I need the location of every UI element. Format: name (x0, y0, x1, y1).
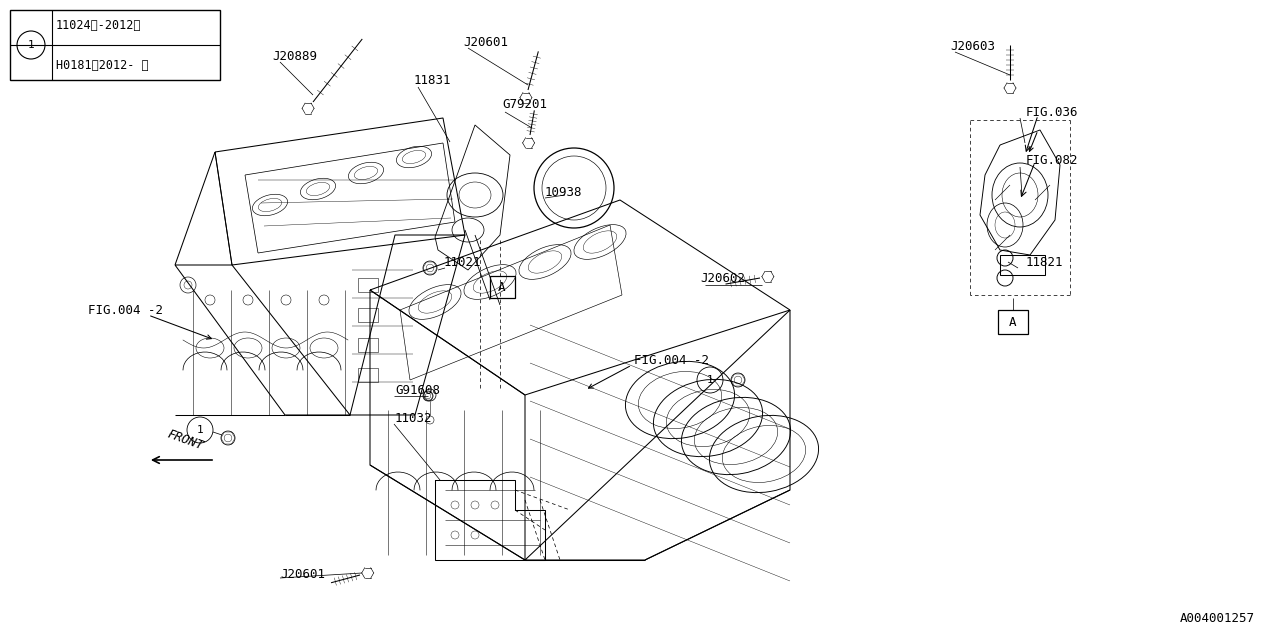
Bar (998, 310, 1028, 334)
Text: 1: 1 (28, 40, 35, 50)
Text: FIG.036: FIG.036 (1027, 106, 1079, 118)
Text: 1: 1 (707, 375, 713, 385)
Text: FIG.004 -2: FIG.004 -2 (634, 353, 709, 367)
Text: 11032: 11032 (396, 412, 433, 424)
Text: FRONT: FRONT (165, 428, 205, 452)
Text: 11021: 11021 (444, 255, 481, 269)
Text: 11831: 11831 (413, 74, 452, 86)
Text: 1: 1 (197, 425, 204, 435)
Text: J20602: J20602 (700, 271, 745, 285)
Text: G91608: G91608 (396, 383, 440, 397)
Text: J20601: J20601 (280, 568, 325, 582)
Text: H0181＜2012- ＞: H0181＜2012- ＞ (56, 58, 148, 72)
Text: G79201: G79201 (502, 97, 547, 111)
Text: 11024＜-2012＞: 11024＜-2012＞ (56, 19, 142, 31)
Bar (358, 308, 378, 322)
Bar (10, 10, 220, 80)
Text: J20601: J20601 (463, 35, 508, 49)
Bar (1000, 255, 1044, 275)
Text: A: A (1009, 316, 1016, 328)
Text: FIG.004 -2: FIG.004 -2 (88, 303, 163, 317)
Bar (358, 278, 378, 292)
Bar (358, 368, 378, 382)
Text: A: A (498, 280, 506, 294)
Text: J20603: J20603 (950, 40, 995, 52)
Text: 11821: 11821 (1027, 255, 1064, 269)
Text: A004001257: A004001257 (1180, 611, 1254, 625)
Text: J20889: J20889 (273, 49, 317, 63)
Text: 10938: 10938 (545, 186, 582, 198)
Bar (490, 276, 515, 298)
Text: FIG.082: FIG.082 (1027, 154, 1079, 166)
Bar (358, 338, 378, 352)
